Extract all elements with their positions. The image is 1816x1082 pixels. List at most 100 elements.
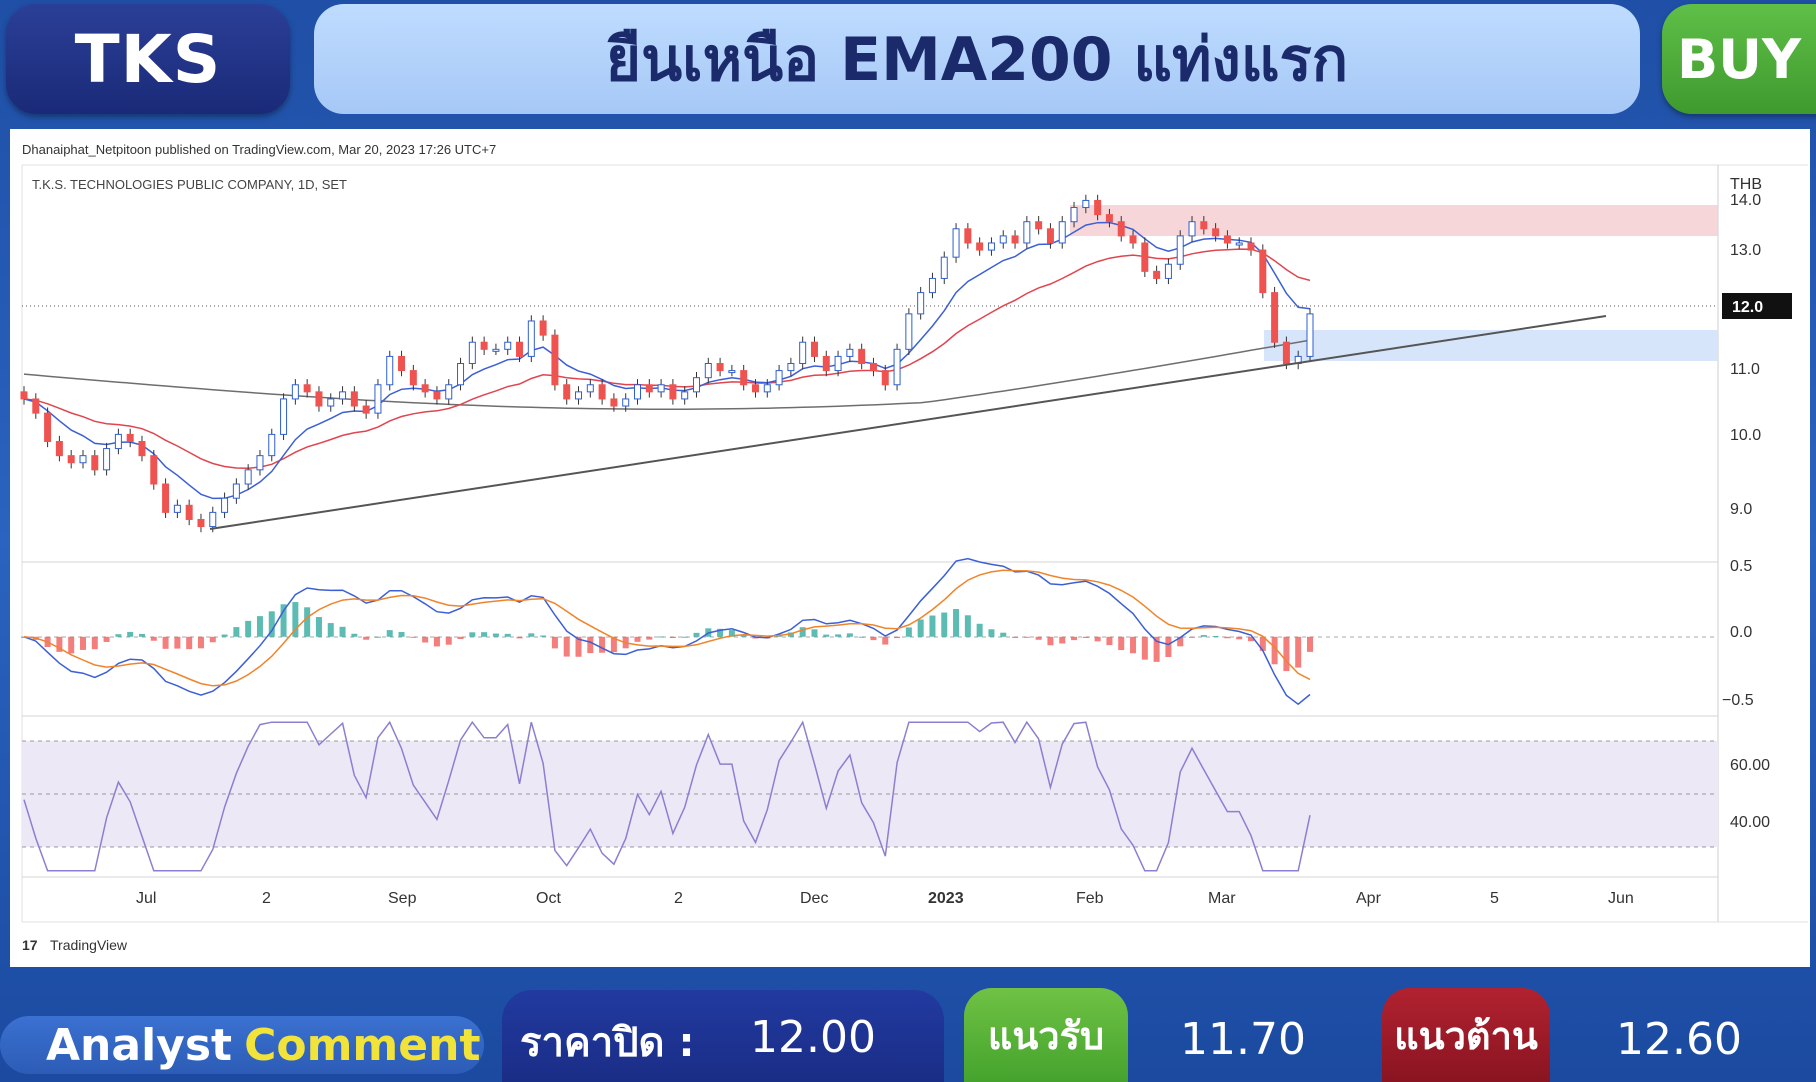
candle-body (563, 384, 571, 400)
ema200-line (23, 339, 1311, 410)
price-tick: 13.0 (1730, 242, 1761, 259)
macd-histogram-bar (197, 636, 204, 649)
candle-body (575, 391, 583, 400)
macd-histogram-bar (1307, 636, 1313, 652)
candle-body (728, 370, 736, 374)
macd-histogram-bar (1283, 636, 1290, 672)
candle-body (622, 398, 630, 407)
candle-body (55, 440, 63, 457)
time-tick: Feb (1076, 890, 1104, 907)
macd-histogram-bar (469, 632, 476, 637)
candle-body (457, 363, 465, 386)
macd-histogram-bar (268, 611, 275, 637)
macd-histogram-bar (681, 636, 688, 638)
chart-panel: Dhanaiphat_Netpitoon published on Tradin… (10, 129, 1810, 967)
macd-histogram-bar (1189, 636, 1196, 638)
macd-histogram-bar (327, 623, 334, 637)
candle-body (91, 455, 99, 471)
macd-histogram-bar (127, 631, 134, 637)
macd-histogram-bar (1165, 636, 1172, 658)
macd-histogram-bar (209, 636, 216, 643)
rsi-pane (23, 720, 1311, 872)
macd-histogram-bar (516, 636, 523, 639)
candle-body (79, 455, 87, 464)
macd-histogram-bar (835, 634, 842, 637)
time-tick: Mar (1208, 890, 1236, 907)
macd-histogram-bar (1047, 636, 1054, 646)
published-credit: Dhanaiphat_Netpitoon published on Tradin… (22, 142, 496, 157)
time-tick: Jul (136, 890, 156, 907)
candle-body (256, 455, 264, 471)
macd-histogram-bar (870, 636, 877, 641)
support-zone (1264, 330, 1718, 361)
candle-body (1035, 221, 1043, 230)
macd-histogram-bar (563, 636, 570, 657)
time-tick: 5 (1490, 890, 1499, 907)
time-tick: 2 (674, 890, 683, 907)
macd-histogram-bar (540, 635, 547, 637)
macd-histogram-bar (823, 634, 830, 637)
candle-body (280, 398, 288, 435)
macd-histogram-bar (186, 636, 193, 650)
ticker-badge: TKS (6, 4, 290, 114)
candle-body (1282, 341, 1290, 365)
candle-body (869, 363, 877, 372)
macd-histogram-bar (339, 626, 346, 637)
trendline (209, 315, 1607, 530)
candle-body (114, 433, 122, 450)
macd-histogram-bar (1153, 636, 1160, 662)
candle-body (704, 363, 712, 379)
macd-histogram-bar (445, 636, 452, 645)
rsi-tick: 60.00 (1730, 757, 1770, 774)
candle-body (504, 341, 512, 350)
candle-body (905, 313, 913, 350)
macd-histogram-bar (1082, 636, 1089, 638)
candle-body (1212, 228, 1220, 237)
macd-histogram-bar (1200, 635, 1207, 637)
macd-histogram-bar (728, 630, 735, 637)
candle-body (1153, 270, 1161, 279)
macd-tick: 0.0 (1730, 624, 1752, 641)
buy-signal-text: BUY (1676, 27, 1802, 91)
macd-histogram-bar (551, 636, 558, 649)
candle-body (681, 391, 689, 400)
macd-histogram-bar (1094, 636, 1101, 642)
macd-histogram-bar (1224, 636, 1231, 639)
candle-body (1011, 235, 1019, 244)
resistance-value: 12.60 (1616, 1014, 1742, 1065)
currency-label: THB (1730, 176, 1762, 193)
price-tick: 10.0 (1730, 427, 1761, 444)
candle-body (999, 235, 1007, 244)
candle-body (586, 384, 594, 393)
last-price-flag (1722, 293, 1792, 319)
ticker-symbol: TKS (74, 20, 222, 98)
candle-body (987, 242, 995, 251)
macd-histogram-bar (256, 616, 263, 637)
macd-histogram-bar (1259, 636, 1266, 651)
candle-body (1117, 221, 1125, 237)
candle-body (44, 412, 52, 442)
macd-histogram-bar (1295, 636, 1302, 668)
macd-histogram-bar (315, 617, 322, 637)
candle-body (480, 341, 488, 350)
macd-histogram-bar (882, 636, 889, 645)
candle-body (221, 497, 229, 513)
macd-histogram-bar (351, 633, 358, 637)
macd-histogram-bar (233, 627, 240, 637)
candle-body (173, 504, 181, 513)
candle-body (126, 433, 134, 442)
candle-body (810, 341, 818, 357)
candle-body (692, 377, 700, 393)
candle-body (409, 370, 417, 386)
time-tick: Oct (536, 890, 561, 907)
candle-body (551, 334, 559, 386)
macd-histogram-bar (1271, 636, 1278, 665)
macd-line (23, 557, 1311, 706)
tradingview-brand: TradingView (50, 937, 128, 953)
price-tick: 14.0 (1730, 192, 1761, 209)
macd-histogram-bar (1177, 636, 1184, 647)
macd-histogram-bar (374, 636, 381, 638)
candle-body (303, 384, 311, 393)
macd-histogram-bar (280, 604, 287, 637)
macd-histogram-bar (79, 636, 86, 650)
